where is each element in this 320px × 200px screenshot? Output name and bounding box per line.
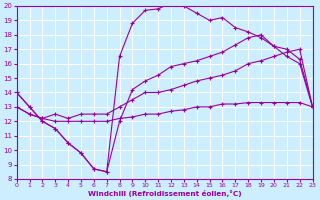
X-axis label: Windchill (Refroidissement éolien,°C): Windchill (Refroidissement éolien,°C): [88, 190, 241, 197]
